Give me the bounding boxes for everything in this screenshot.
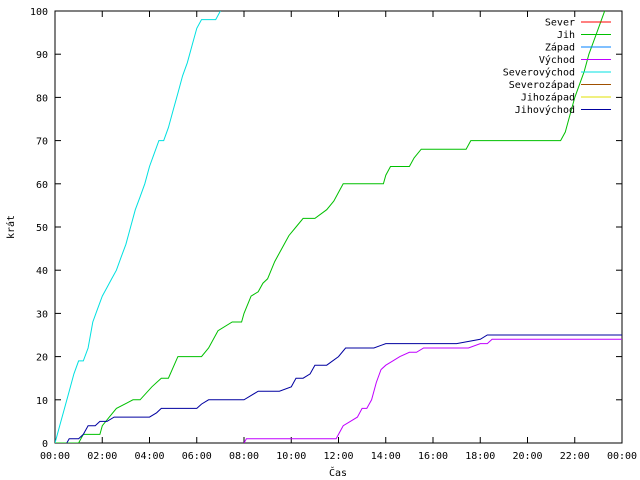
x-tick-label: 06:00 <box>182 451 212 462</box>
y-tick-label: 0 <box>42 439 48 450</box>
y-tick-label: 90 <box>36 50 48 61</box>
x-axis-label: Čas <box>329 466 347 479</box>
legend-label-6: Jihozápad <box>521 92 575 104</box>
y-tick-label: 50 <box>36 223 48 234</box>
y-tick-label: 20 <box>36 353 48 364</box>
legend-label-1: Jih <box>557 30 575 41</box>
x-tick-label: 04:00 <box>134 451 164 462</box>
series-line-4 <box>55 11 221 443</box>
series-line-1 <box>55 11 606 443</box>
y-tick-label: 40 <box>36 266 48 277</box>
series-line-3 <box>243 338 622 443</box>
series-line-7 <box>66 334 622 443</box>
x-tick-label: 20:00 <box>512 451 542 462</box>
x-tick-label: 16:00 <box>418 451 448 462</box>
x-tick-label: 22:00 <box>560 451 590 462</box>
legend-label-7: Jihovýchod <box>515 104 575 116</box>
legend-label-4: Severovýchod <box>503 67 575 79</box>
x-tick-label: 14:00 <box>371 451 401 462</box>
y-tick-label: 30 <box>36 309 48 320</box>
y-axis-label: krát <box>5 215 17 239</box>
y-tick-label: 70 <box>36 137 48 148</box>
y-axis-ticks: 0 10 20 30 40 50 60 70 80 90 100 <box>30 7 622 450</box>
x-tick-label: 12:00 <box>323 451 353 462</box>
y-tick-label: 60 <box>36 180 48 191</box>
y-tick-label: 10 <box>36 396 48 407</box>
x-tick-label: 08:00 <box>229 451 259 462</box>
series-lines <box>55 11 622 443</box>
legend-label-5: Severozápad <box>509 79 575 91</box>
x-tick-label: 10:00 <box>276 451 306 462</box>
x-tick-label: 00:00 <box>607 451 637 462</box>
x-axis-ticks: 00:00 02:00 04:00 06:00 08:00 10:00 12:00 14:00… <box>40 11 637 462</box>
y-tick-label: 80 <box>36 93 48 104</box>
legend-label-3: Východ <box>539 54 575 66</box>
x-tick-label: 02:00 <box>87 451 117 462</box>
y-tick-label: 100 <box>30 7 48 18</box>
x-tick-label: 00:00 <box>40 451 70 462</box>
legend-label-0: Sever <box>545 18 575 29</box>
legend: SeverJihZápadVýchodSeverovýchodSeverozáp… <box>503 18 611 116</box>
legend-label-2: Západ <box>545 42 575 54</box>
x-tick-label: 18:00 <box>465 451 495 462</box>
